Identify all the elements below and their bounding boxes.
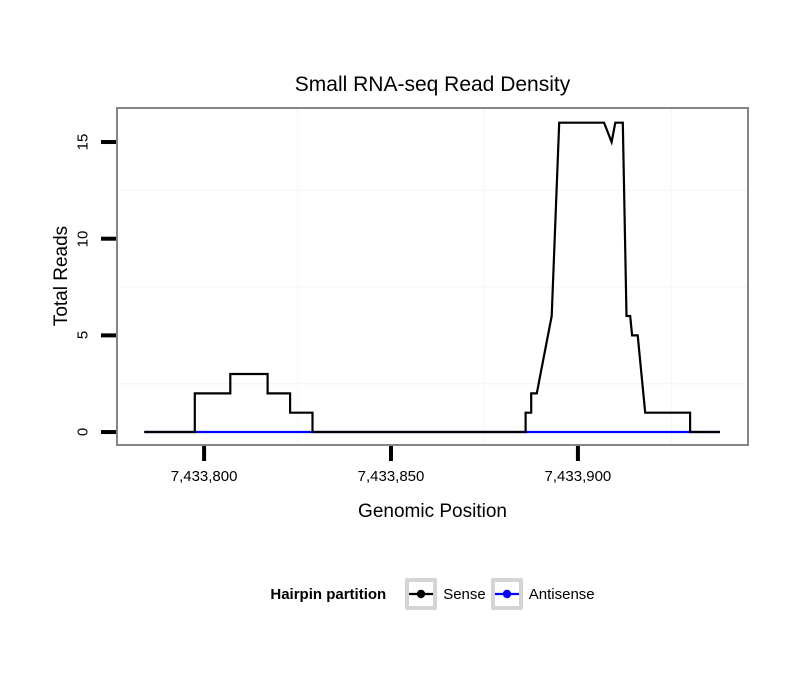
y-tick-label: 15 — [74, 133, 92, 151]
x-tick-label: 7,433,900 — [544, 468, 612, 485]
y-tick-label: 0 — [74, 427, 92, 437]
x-tick-label: 7,433,800 — [170, 468, 238, 485]
legend: Hairpin partition Sense Antisense — [117, 578, 748, 610]
sense-line-point-icon — [405, 578, 438, 610]
x-axis-title: Genomic Position — [358, 501, 507, 522]
antisense-line-point-icon — [490, 578, 523, 610]
panel-border — [116, 107, 749, 446]
legend-item-sense: Sense — [405, 578, 486, 610]
legend-title: Hairpin partition — [270, 585, 387, 603]
y-tick-label: 10 — [74, 230, 92, 248]
y-tick-label: 5 — [74, 331, 92, 340]
x-tick-label: 7,433,850 — [357, 468, 425, 485]
legend-label-sense: Sense — [443, 585, 486, 603]
legend-item-antisense: Antisense — [490, 578, 595, 610]
legend-label-antisense: Antisense — [528, 585, 595, 603]
chart-title: Small RNA-seq Read Density — [294, 73, 571, 96]
y-axis-title: Total Reads — [51, 225, 72, 327]
series-line-sense — [144, 121, 720, 434]
